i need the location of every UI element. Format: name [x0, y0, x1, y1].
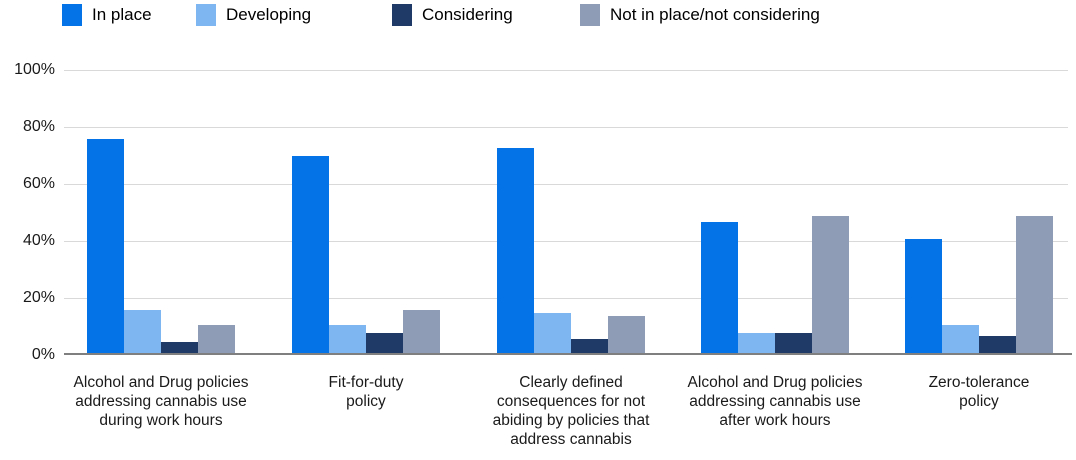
- bar-considering-5: [979, 335, 1016, 353]
- bar-developing-4: [738, 333, 775, 353]
- legend-item-in-place: In place: [62, 3, 152, 27]
- legend-label-not-in-place: Not in place/not considering: [610, 5, 820, 24]
- bar-group-2: [292, 156, 440, 353]
- bar-considering-4: [775, 333, 812, 353]
- y-tick-label-0: 0%: [31, 346, 55, 363]
- bar-not-in-place-not-considering-1: [198, 324, 235, 353]
- bar-considering-2: [366, 333, 403, 353]
- gridline-100: [64, 70, 1068, 71]
- bar-not-in-place-not-considering-4: [812, 216, 849, 353]
- legend-item-developing: Developing: [196, 3, 311, 27]
- legend-swatch-developing-icon: [196, 4, 216, 26]
- bar-not-in-place-not-considering-5: [1016, 216, 1053, 353]
- gridline-40: [64, 241, 1068, 242]
- gridline-60: [64, 184, 1068, 185]
- y-tick-label-40: 40%: [22, 232, 55, 249]
- bar-developing-3: [534, 313, 571, 353]
- bar-in-place-5: [905, 239, 942, 353]
- bar-developing-2: [329, 324, 366, 353]
- x-label-zero-tolerance: Zero-tolerance policy: [928, 374, 1030, 410]
- legend-swatch-in-place-icon: [62, 4, 82, 26]
- bar-in-place-1: [87, 139, 124, 353]
- gridline-80: [64, 127, 1068, 128]
- bar-developing-1: [124, 310, 161, 353]
- bar-in-place-4: [701, 221, 738, 353]
- plot-area: [64, 70, 1072, 355]
- bar-in-place-3: [497, 147, 534, 353]
- bar-group-4: [701, 216, 849, 353]
- legend-swatch-considering-icon: [392, 4, 412, 26]
- x-label-after-work-hours: Alcohol and Drug policies addressing can…: [687, 374, 863, 429]
- bar-considering-1: [161, 341, 198, 353]
- legend-label-considering: Considering: [422, 5, 513, 24]
- bar-group-5: [905, 216, 1053, 353]
- y-tick-label-80: 80%: [22, 118, 55, 135]
- bar-developing-5: [942, 324, 979, 353]
- y-tick-label-20: 20%: [22, 289, 55, 306]
- bar-not-in-place-not-considering-3: [608, 315, 645, 353]
- legend-label-developing: Developing: [226, 5, 312, 24]
- bar-considering-3: [571, 338, 608, 353]
- gridline-20: [64, 298, 1068, 299]
- bar-in-place-2: [292, 156, 329, 353]
- legend-swatch-not-in-place-icon: [580, 4, 600, 26]
- legend-item-not-in-place: Not in place/not considering: [580, 3, 820, 27]
- bar-not-in-place-not-considering-2: [403, 310, 440, 353]
- x-label-consequences: Clearly defined consequences for not abi…: [492, 374, 650, 448]
- x-label-fit-for-duty: Fit-for-duty policy: [328, 374, 404, 410]
- y-tick-label-100: 100%: [14, 61, 55, 78]
- legend-label-in-place: In place: [92, 5, 152, 24]
- legend-item-considering: Considering: [392, 3, 513, 27]
- y-axis: 0% 20% 40% 60% 80% 100%: [0, 61, 55, 363]
- bar-group-3: [497, 147, 645, 353]
- y-tick-label-60: 60%: [22, 175, 55, 192]
- x-label-during-work-hours: Alcohol and Drug policies addressing can…: [73, 374, 249, 429]
- bar-group-1: [87, 139, 235, 353]
